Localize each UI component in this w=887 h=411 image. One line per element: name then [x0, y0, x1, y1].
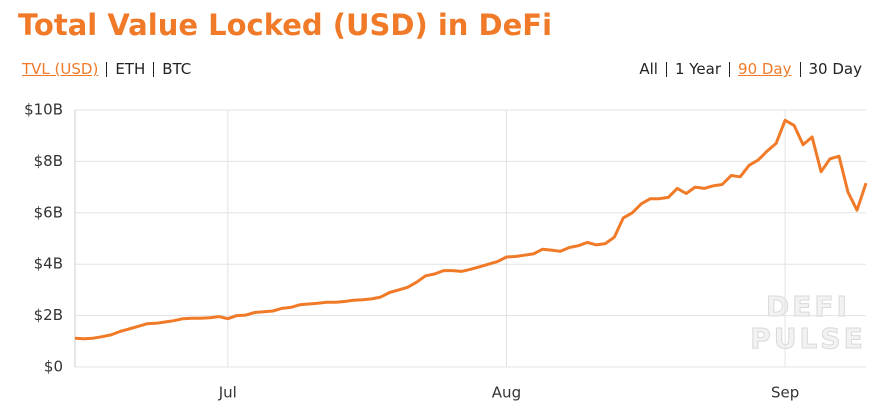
x-tick-label: Sep — [771, 384, 799, 402]
toggle-option[interactable]: 1 Year — [665, 62, 729, 77]
toggle-option[interactable]: All — [639, 60, 658, 78]
range-toggle: All 1 Year 90 Day 30 Day — [639, 62, 862, 77]
toggle-option[interactable]: 30 Day — [799, 62, 862, 77]
toggle-option[interactable]: ETH — [106, 62, 153, 77]
y-tick-label: $4B — [34, 255, 63, 273]
y-tick-label: $0 — [44, 358, 63, 376]
toggle-option[interactable]: BTC — [153, 62, 191, 77]
watermark: PULSE — [750, 322, 865, 355]
toggle-option[interactable]: 90 Day — [729, 62, 799, 77]
line-series — [74, 118, 868, 341]
y-tick-label: $6B — [34, 203, 63, 221]
y-tick-label: $8B — [34, 152, 63, 170]
y-tick-label: $10B — [24, 101, 63, 119]
toggle-option[interactable]: TVL (USD) — [22, 60, 99, 78]
x-tick-label: Aug — [492, 384, 521, 402]
x-tick-label: Jul — [218, 384, 237, 402]
y-tick-label: $2B — [34, 306, 63, 324]
chart-title: Total Value Locked (USD) in DeFi — [18, 8, 553, 42]
watermark: DEFI — [766, 290, 850, 323]
metric-toggle: TVL (USD) ETH BTC — [22, 62, 191, 77]
